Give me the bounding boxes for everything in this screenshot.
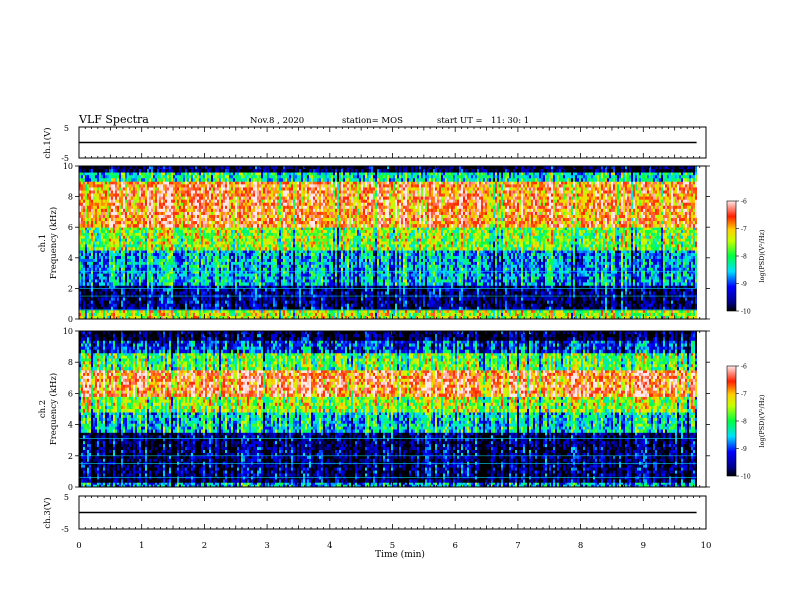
ytick-label-0: 0 <box>68 483 73 492</box>
start-time-value: 11: 30: 1 <box>491 116 529 126</box>
ch1-spectrogram-ylabel-ch: ch.1 <box>38 234 48 252</box>
xtick-label-3: 3 <box>264 541 269 551</box>
ch2-colorbar-label: log(PSD)(V²/Hz) <box>758 394 766 447</box>
ch1-voltage-ylabel: ch.1(V) <box>42 127 53 158</box>
ytick-label-6: 6 <box>68 389 73 398</box>
ytick-label-0: 0 <box>68 315 73 324</box>
start-ut-label: start UT = <box>437 116 483 126</box>
ch1-spectrogram-image <box>79 166 706 319</box>
xtick-label-10: 10 <box>701 541 712 551</box>
colorbar-tick--6: -6 <box>741 364 747 371</box>
colorbar-tick--9: -9 <box>741 281 747 288</box>
ch1-spectrogram-ylabel-freq: Frequency (kHz) <box>48 207 59 279</box>
ch2-spectrogram-ylabel-freq: Frequency (kHz) <box>48 373 59 445</box>
colorbar-tick--6: -6 <box>741 199 747 206</box>
ch2-colorbar: -6 -7 -8 -9 -10 log(PSD)(V²/Hz) <box>727 364 766 481</box>
xtick-label-6: 6 <box>452 541 457 551</box>
ytick-label-10: 10 <box>63 162 73 171</box>
ch2-colorbar-ticks: -6 -7 -8 -9 -10 <box>736 364 751 481</box>
colorbar-tick--7: -7 <box>741 226 747 233</box>
time-axis-label: Time (min) <box>375 549 425 560</box>
xtick-label-4: 4 <box>327 541 332 551</box>
ch1-voltage-ytick-top: 5 <box>64 124 69 133</box>
ch3-voltage-ytick-top: 5 <box>64 493 69 502</box>
ch1-colorbar-label: log(PSD)(V²/Hz) <box>758 229 766 282</box>
ch1-colorbar-ticks: -6 -7 -8 -9 -10 <box>736 199 751 316</box>
ch3-voltage-ylabel: ch.3(V) <box>42 497 53 528</box>
ytick-label-10: 10 <box>63 327 73 336</box>
figure-title: VLF Spectra <box>78 113 149 126</box>
ch1-spectrogram-panel: 0 2 4 6 8 10 ch.1 Frequency (kHz) <box>38 162 710 324</box>
ch2-spectrogram-image <box>79 331 706 487</box>
xtick-label-0: 0 <box>76 541 81 551</box>
xtick-label-8: 8 <box>578 541 583 551</box>
colorbar-tick--7: -7 <box>741 391 747 398</box>
colorbar-tick--10: -10 <box>741 474 751 481</box>
colorbar-tick--10: -10 <box>741 309 751 316</box>
ytick-label-2: 2 <box>68 452 73 461</box>
ytick-label-2: 2 <box>68 284 73 293</box>
xtick-label-9: 9 <box>641 541 646 551</box>
ytick-label-8: 8 <box>68 193 73 202</box>
colorbar-tick--8: -8 <box>741 254 747 261</box>
ch2-colorbar-gradient <box>727 366 736 476</box>
xtick-label-2: 2 <box>202 541 207 551</box>
colorbar-tick--9: -9 <box>741 446 747 453</box>
ytick-label-4: 4 <box>68 421 73 430</box>
ch2-spectrogram-panel: 0 2 4 6 8 10 ch.2 Frequency (kHz) <box>38 327 710 492</box>
ytick-label-6: 6 <box>68 223 73 232</box>
ch2-spectrogram-ylabel-ch: ch.2 <box>38 400 48 418</box>
ytick-label-8: 8 <box>68 358 73 367</box>
ytick-label-4: 4 <box>68 254 73 263</box>
ch3-voltage-ytick-bottom: -5 <box>61 525 69 534</box>
xtick-label-1: 1 <box>139 541 144 551</box>
xtick-label-7: 7 <box>515 541 520 551</box>
station-label: station= MOS <box>342 116 403 126</box>
date-label: Nov.8 , 2020 <box>250 116 304 126</box>
ch1-colorbar: -6 -7 -8 -9 -10 log(PSD)(V²/Hz) <box>727 199 766 316</box>
colorbar-tick--8: -8 <box>741 419 747 426</box>
vlf-spectra-figure: VLF Spectra Nov.8 , 2020 station= MOS st… <box>0 0 792 612</box>
ch1-colorbar-gradient <box>727 201 736 311</box>
